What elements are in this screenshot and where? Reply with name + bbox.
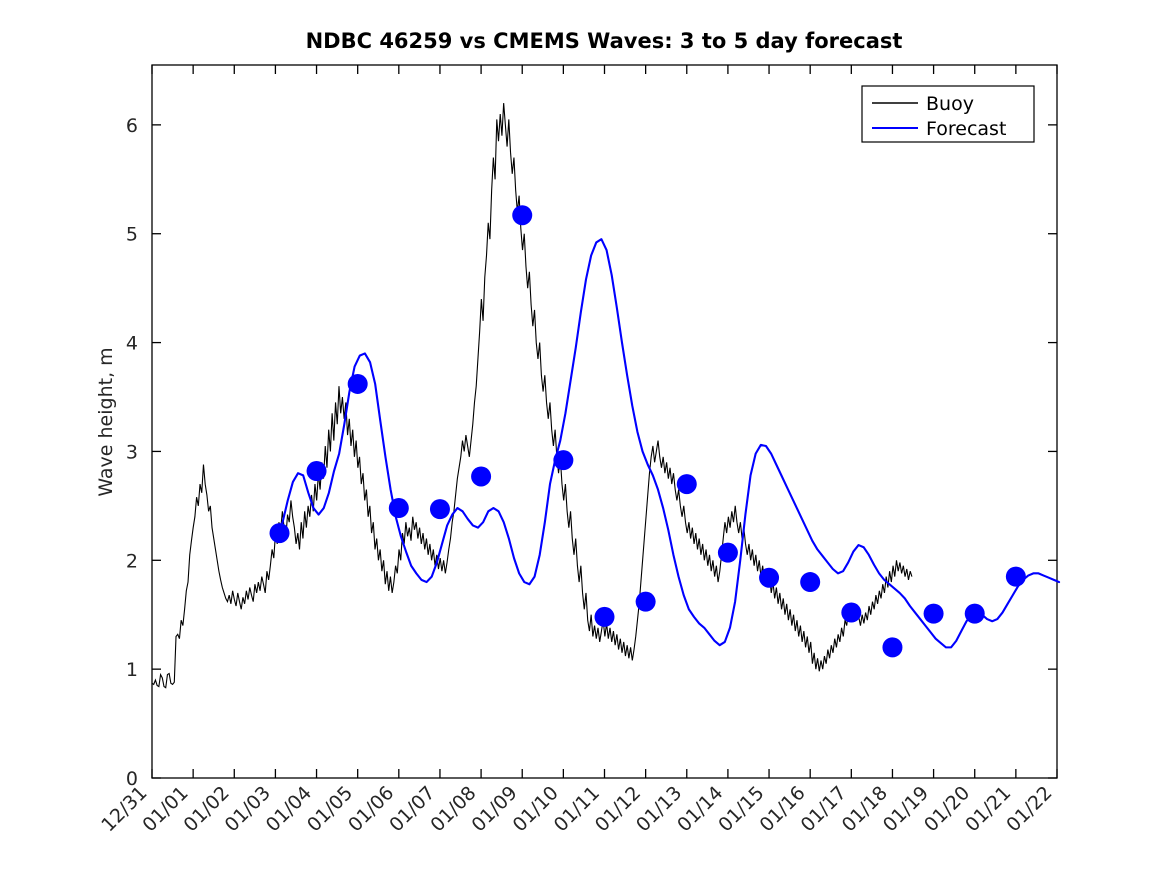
y-tick-label: 6 <box>126 115 138 137</box>
y-tick-label: 3 <box>126 441 138 463</box>
y-tick-label: 1 <box>126 659 138 681</box>
forecast-marker-group <box>269 205 1026 658</box>
series-line-forecast <box>276 238 1061 649</box>
y-tick-label: 2 <box>126 550 138 572</box>
forecast-marker-dot <box>553 450 574 471</box>
forecast-marker-dot <box>594 606 615 627</box>
forecast-marker-dot <box>717 542 738 563</box>
forecast-marker-dot <box>676 474 697 495</box>
forecast-marker-dot <box>841 602 862 623</box>
legend-label-forecast: Forecast <box>926 118 1006 140</box>
forecast-marker-dot <box>269 523 290 544</box>
forecast-marker-dot <box>882 637 903 658</box>
forecast-marker-dot <box>306 461 327 482</box>
chart-title: NDBC 46259 vs CMEMS Waves: 3 to 5 day fo… <box>306 29 903 53</box>
forecast-marker-dot <box>635 591 656 612</box>
y-tick-label: 5 <box>126 224 138 246</box>
legend-label-buoy: Buoy <box>926 93 974 115</box>
forecast-marker-dot <box>512 205 533 226</box>
y-tick-label: 0 <box>126 768 138 790</box>
forecast-marker-dot <box>800 572 821 593</box>
forecast-marker-dot <box>923 603 944 624</box>
forecast-marker-dot <box>347 373 368 394</box>
y-tick-label: 4 <box>126 333 138 355</box>
forecast-marker-dot <box>759 567 780 588</box>
forecast-marker-dot <box>429 499 450 520</box>
forecast-marker-dot <box>471 466 492 487</box>
chart-legend: Buoy Forecast <box>861 85 1035 143</box>
forecast-marker-dot <box>1005 566 1026 587</box>
forecast-marker-dot <box>964 603 985 624</box>
y-axis-ticks: 0 1 2 3 4 5 6 <box>126 115 1057 790</box>
legend-box <box>861 85 1035 143</box>
forecast-marker-dot <box>388 498 409 519</box>
y-axis-label: Wave height, m <box>95 347 117 496</box>
